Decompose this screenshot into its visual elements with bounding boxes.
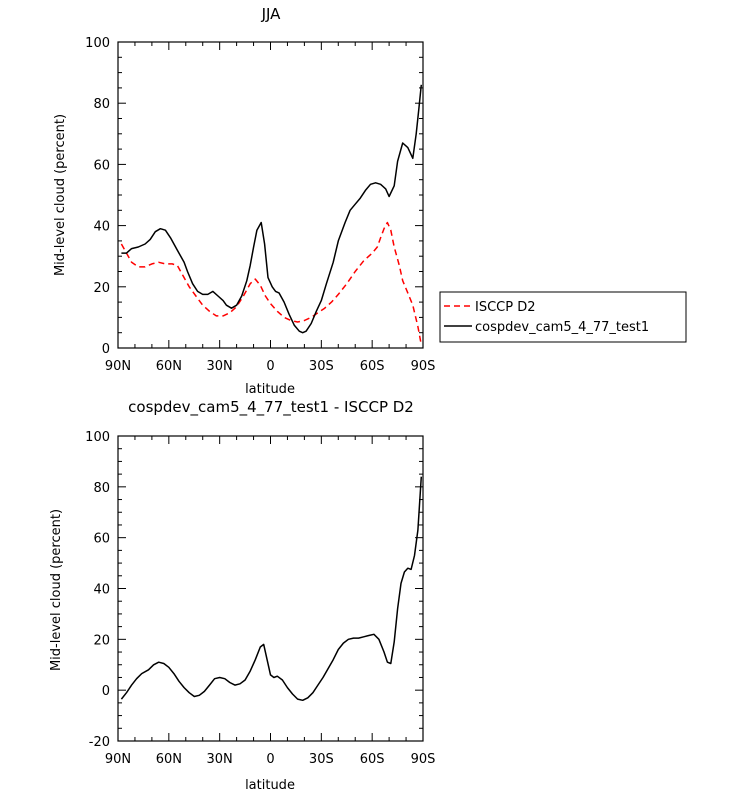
bottom-series-line-1 bbox=[120, 476, 423, 702]
bottom-x-tick-label: 90S bbox=[411, 752, 436, 767]
top-x-tick-label: 90S bbox=[411, 359, 436, 374]
top-x-tick-label: 60N bbox=[156, 359, 182, 374]
top-y-tick-label: 100 bbox=[85, 36, 110, 51]
top-plot-frame bbox=[117, 41, 424, 349]
top-ticks bbox=[117, 41, 424, 349]
bottom-x-tick-label: 90N bbox=[105, 752, 131, 767]
top-y-tick-label: 60 bbox=[93, 158, 110, 173]
top-y-tick-label: 40 bbox=[93, 220, 110, 235]
top-x-tick-labels: 90N 60N 30N 0 30S 60S 90S bbox=[105, 359, 436, 374]
legend-label-isccp: ISCCP D2 bbox=[475, 300, 536, 315]
bottom-x-tick-label: 60N bbox=[156, 752, 182, 767]
top-panel-title: JJA bbox=[261, 5, 282, 23]
bottom-y-tick-label: -20 bbox=[89, 735, 110, 750]
top-y-axis-title: Mid-level cloud (percent) bbox=[53, 114, 68, 276]
top-x-tick-label: 90N bbox=[105, 359, 131, 374]
bottom-y-tick-label: 20 bbox=[93, 633, 110, 648]
top-series-line-2 bbox=[121, 84, 423, 334]
bottom-series-group bbox=[120, 476, 423, 702]
top-series-group bbox=[120, 84, 423, 346]
top-x-tick-label: 30N bbox=[207, 359, 233, 374]
top-x-tick-label: 60S bbox=[360, 359, 385, 374]
bottom-y-tick-label: 100 bbox=[85, 430, 110, 445]
bottom-y-tick-label: 0 bbox=[102, 684, 110, 699]
top-y-tick-label: 20 bbox=[93, 281, 110, 296]
top-x-tick-label: 30S bbox=[309, 359, 334, 374]
bottom-y-tick-label: 40 bbox=[93, 583, 110, 598]
bottom-panel: cospdev_cam5_4_77_test1 - ISCCP D2 90N 60… bbox=[49, 398, 435, 793]
bottom-plot-frame bbox=[117, 435, 424, 742]
top-x-tick-label: 0 bbox=[266, 359, 274, 374]
bottom-y-tick-labels: -20 0 20 40 60 80 100 bbox=[85, 430, 110, 750]
bottom-y-axis-title: Mid-level cloud (percent) bbox=[49, 509, 64, 671]
bottom-panel-title: cospdev_cam5_4_77_test1 - ISCCP D2 bbox=[128, 398, 414, 417]
bottom-y-tick-label: 60 bbox=[93, 532, 110, 547]
legend-box bbox=[439, 291, 687, 343]
top-series-line-1 bbox=[120, 221, 423, 346]
bottom-x-tick-label: 30N bbox=[207, 752, 233, 767]
top-panel: JJA 90N 60N 30N 0 30S 60S 90S 0 20 40 60 80 100 lat… bbox=[53, 5, 435, 397]
top-y-tick-labels: 0 20 40 60 80 100 bbox=[85, 36, 110, 357]
bottom-x-tick-label: 30S bbox=[309, 752, 334, 767]
bottom-x-axis-title: latitude bbox=[245, 778, 295, 793]
bottom-ticks bbox=[117, 435, 424, 742]
bottom-y-tick-label: 80 bbox=[93, 481, 110, 496]
top-y-tick-label: 0 bbox=[102, 342, 110, 357]
legend-label-model: cospdev_cam5_4_77_test1 bbox=[475, 320, 649, 335]
legend: ISCCP D2 cospdev_cam5_4_77_test1 bbox=[439, 291, 687, 343]
bottom-x-tick-labels: 90N 60N 30N 0 30S 60S 90S bbox=[105, 752, 436, 767]
bottom-x-tick-label: 0 bbox=[266, 752, 274, 767]
top-x-axis-title: latitude bbox=[245, 382, 295, 397]
bottom-x-tick-label: 60S bbox=[360, 752, 385, 767]
top-y-tick-label: 80 bbox=[93, 97, 110, 112]
